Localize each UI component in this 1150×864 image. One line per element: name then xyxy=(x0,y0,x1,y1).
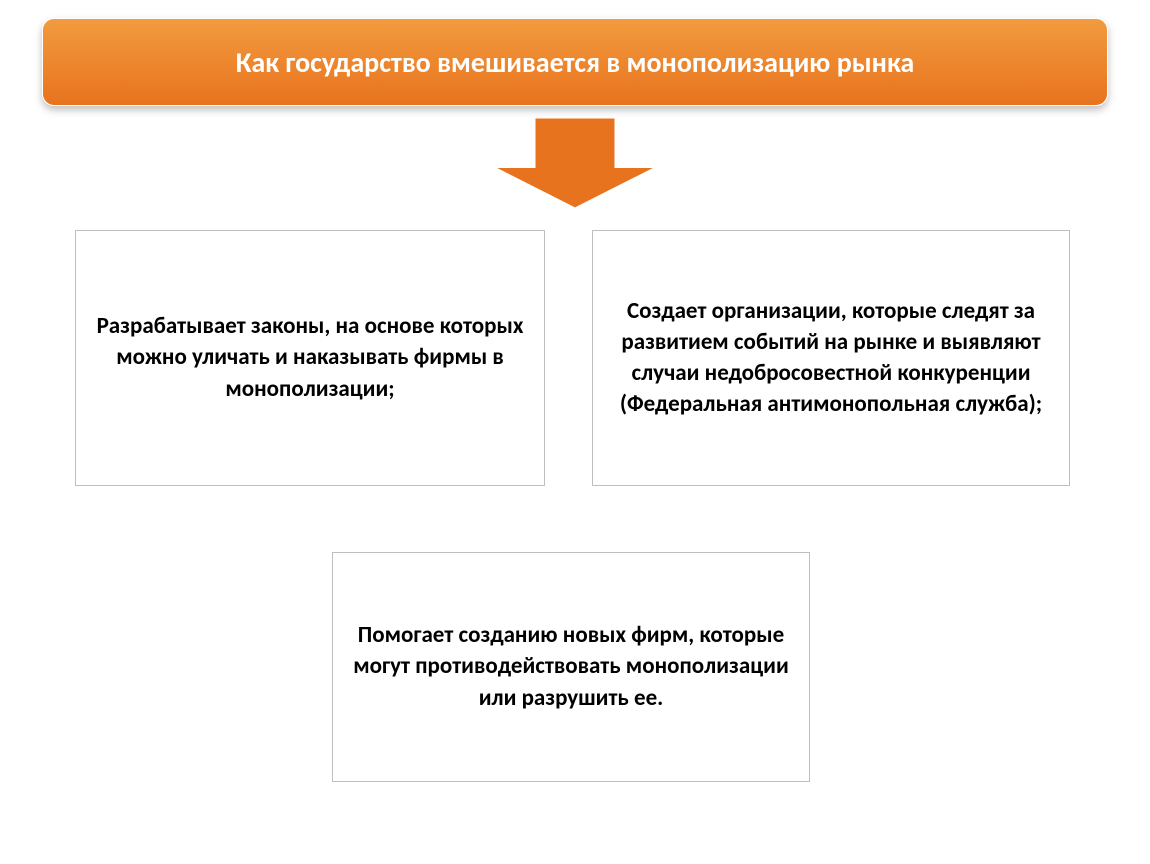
content-text-2: Создает организации, которые следят за р… xyxy=(593,296,1069,420)
title-text: Как государство вмешивается в монополиза… xyxy=(236,45,915,80)
content-text-3: Помогает созданию новых фирм, которые мо… xyxy=(333,620,809,713)
content-text-1: Разрабатывает законы, на основе которых … xyxy=(76,311,544,404)
content-box-1: Разрабатывает законы, на основе которых … xyxy=(75,230,545,486)
arrow-svg xyxy=(495,118,655,208)
content-box-3: Помогает созданию новых фирм, которые мо… xyxy=(332,552,810,782)
content-box-2: Создает организации, которые следят за р… xyxy=(592,230,1070,486)
title-box: Как государство вмешивается в монополиза… xyxy=(42,18,1108,106)
down-arrow-icon xyxy=(495,118,655,208)
